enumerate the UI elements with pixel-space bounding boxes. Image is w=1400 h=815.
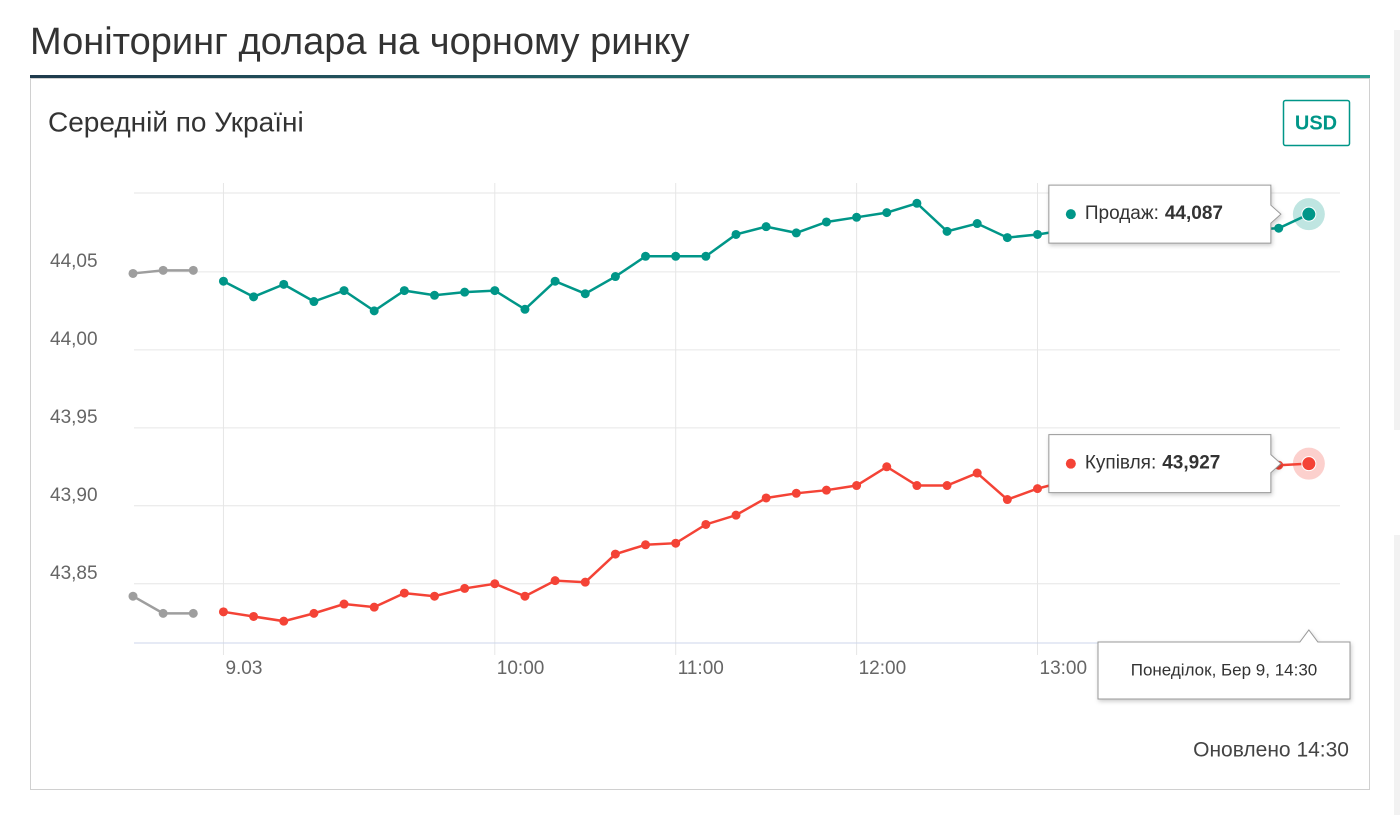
point [188,608,198,618]
point [399,286,409,296]
point [671,251,681,261]
title-underline [30,75,1370,78]
side-panel [1394,535,1400,815]
point [339,286,349,296]
point [791,228,801,238]
y-tick-label: 44,00 [50,329,98,350]
currency-button[interactable] [1282,99,1351,147]
x-tick-label: 12:00 [859,658,907,679]
x-tooltip-label: Понеділок, Бер 9, 14:30 [1131,660,1318,679]
point [942,481,952,491]
point [610,272,620,282]
point [550,576,560,586]
point [369,306,379,316]
tooltip-box [1048,184,1282,244]
point [218,276,228,286]
point [701,519,711,529]
point [249,611,259,621]
point [460,287,470,297]
y-tick-label: 43,95 [50,407,98,428]
y-tick-label: 44,05 [50,251,98,272]
x-tick-label: 9.03 [225,658,262,679]
page-title: Моніторинг долара на чорному ринку [30,21,690,63]
point [1301,456,1317,472]
point [1002,233,1012,243]
point [1033,229,1042,239]
point [580,577,590,587]
point [821,485,831,495]
point [882,208,892,218]
point [520,304,530,314]
x-tick-label: 10:00 [497,658,545,679]
point [852,212,862,222]
point [761,222,771,232]
point [821,217,831,227]
updated-label: Оновлено 14:30 [1193,739,1349,762]
point [550,276,560,286]
point [218,607,228,617]
point [490,286,500,296]
point [731,229,741,239]
point [520,591,530,601]
chart-title: Середній по Україні [48,106,304,137]
point [731,510,741,520]
point [942,226,952,236]
point [1301,206,1317,222]
y-tick-label: 43,85 [50,563,98,584]
point [912,481,922,491]
point [279,616,289,626]
point [701,251,711,261]
point [158,608,168,618]
point [1274,223,1284,233]
point [460,583,470,593]
point [369,602,379,612]
point [1033,484,1042,494]
point [761,493,771,503]
point [972,468,982,478]
point [188,265,198,275]
point [972,219,982,229]
tooltip-box [1048,434,1282,494]
point [128,268,138,278]
tooltip-dot [1065,458,1076,469]
point [399,588,409,598]
point [249,292,259,302]
point [339,599,349,609]
currency-button-label[interactable]: USD [1295,112,1337,134]
point [641,540,651,550]
tooltip-dot [1065,209,1076,220]
point [309,297,319,307]
tooltip-name: Купівля: [1085,453,1156,474]
point [279,279,289,289]
tooltip-value: 44,087 [1165,203,1223,224]
point [671,538,681,548]
point [158,265,168,275]
point [882,462,892,472]
point [1002,495,1012,505]
side-panel [1394,30,1400,430]
point [490,579,500,589]
point [912,198,922,208]
tooltip-value: 43,927 [1162,453,1220,474]
tooltip-name: Продаж: [1085,203,1159,224]
x-tooltip-box [1097,629,1351,700]
point [309,608,319,618]
point [580,289,590,299]
x-tick-label: 11:00 [678,658,724,679]
point [791,488,801,498]
point [852,481,862,491]
point [430,290,439,300]
point [610,549,620,559]
point [641,251,651,261]
point [128,591,138,601]
y-tick-label: 43,90 [50,485,98,506]
point [430,591,439,601]
x-tick-label: 13:00 [1040,658,1088,679]
